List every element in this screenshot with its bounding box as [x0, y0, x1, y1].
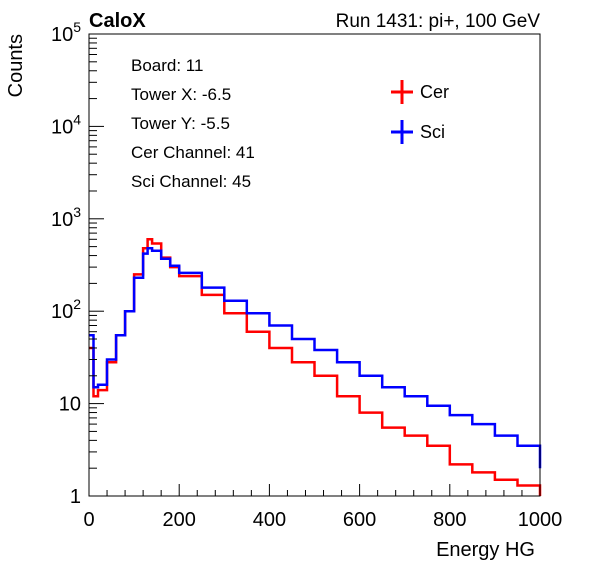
info-box-background: [118, 48, 358, 198]
series-sci-line: [89, 247, 542, 469]
x-tick-label: 0: [83, 509, 94, 531]
legend-cer-label: Cer: [420, 82, 449, 102]
info-box: Board: 11 Tower X: -6.5 Tower Y: -5.5 Ce…: [118, 48, 358, 198]
y-tick-label: 102: [51, 296, 81, 323]
plot-frame: [88, 33, 541, 497]
x-axis-label: Energy HG: [436, 539, 535, 561]
info-line-tower-x: Tower X: -6.5: [131, 85, 231, 104]
info-line-sci-channel: Sci Channel: 45: [131, 172, 251, 191]
x-tick-label: 600: [343, 509, 376, 531]
y-tick-label: 104: [51, 111, 81, 138]
x-tick-label: 200: [163, 509, 196, 531]
x-tick-label: 400: [253, 509, 286, 531]
series-layer: [89, 238, 542, 496]
run-label: Run 1431: pi+, 100 GeV: [336, 11, 541, 32]
legend-sci-label: Sci: [420, 122, 445, 142]
info-line-tower-y: Tower Y: -5.5: [131, 114, 230, 133]
caloX-label: CaloX: [89, 10, 146, 32]
info-line-board: Board: 11: [131, 56, 203, 75]
y-axis: 1 10 102 103 104 105: [51, 19, 104, 508]
y-tick-label: 1: [70, 486, 81, 508]
legend: Cer Sci: [391, 80, 449, 144]
legend-entry-sci: Sci: [391, 120, 445, 144]
y-tick-label: 105: [51, 19, 81, 46]
y-tick-label: 103: [51, 204, 81, 231]
x-tick-label: 1000: [518, 509, 563, 531]
info-line-cer-channel: Cer Channel: 41: [131, 143, 255, 162]
y-axis-label: Counts: [5, 34, 27, 97]
y-tick-label: 10: [59, 394, 81, 416]
x-tick-label: 800: [433, 509, 466, 531]
legend-entry-cer: Cer: [391, 80, 449, 104]
x-axis: 0 200 400 600 800 1000: [83, 484, 562, 531]
